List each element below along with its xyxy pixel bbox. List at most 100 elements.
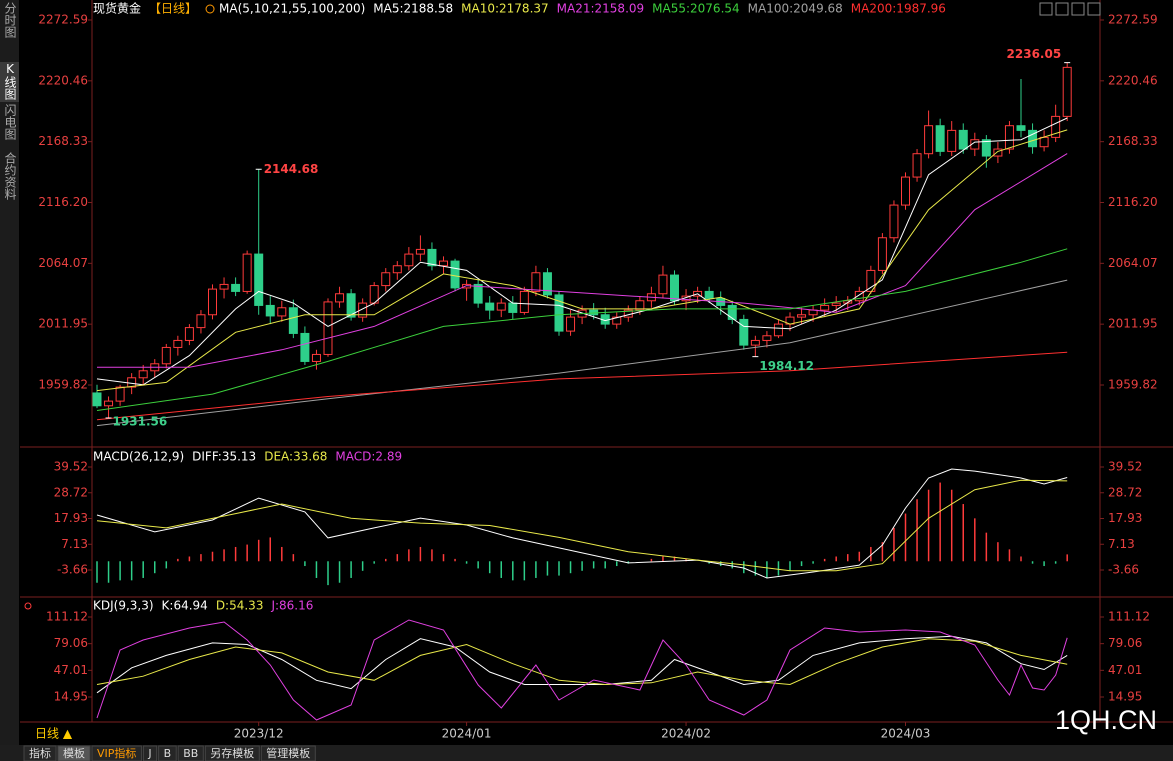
candle-body [508, 302, 518, 313]
candle-body [161, 346, 171, 365]
candle-body [265, 304, 275, 317]
legend-item: MA(5,10,21,55,100,200) [219, 2, 365, 16]
candle-body [854, 290, 864, 302]
candle-body [496, 302, 506, 311]
x-tick-label: 2023/12 [234, 727, 284, 741]
legend-item: KDJ(9,3,3) [93, 599, 154, 613]
candle-body [473, 283, 483, 304]
sidebar-active [0, 62, 19, 102]
legend-item: J:86.16 [270, 599, 313, 613]
legend-item: MACD:2.89 [335, 450, 402, 464]
tab[interactable] [57, 745, 91, 761]
candle-body [912, 153, 922, 178]
sidebar-tab[interactable]: 分时图 [3, 2, 17, 38]
tab[interactable] [91, 745, 142, 761]
icon[interactable] [1087, 2, 1101, 16]
tab-label[interactable]: 模板 [63, 746, 85, 760]
tab-label[interactable]: 管理模板 [266, 746, 310, 760]
candle-body [311, 353, 321, 362]
x-tick-label: 2024/01 [442, 727, 492, 741]
y-tick-label: 1959.82 [38, 377, 88, 391]
y-tick-label: 28.72 [1108, 485, 1142, 499]
sidebar-tab[interactable]: K线图 [3, 62, 17, 100]
legend-item: MA55:2076.54 [652, 2, 740, 16]
y-tick-label: 2272.59 [1108, 12, 1158, 26]
y-tick-label: 14.95 [1108, 690, 1142, 704]
candle-body [323, 301, 333, 355]
icon[interactable] [1055, 2, 1069, 16]
tab-label[interactable]: J [147, 747, 151, 760]
legend-item: 现货黄金 [93, 1, 141, 16]
candle-body [104, 400, 114, 407]
y-tick-label: 7.13 [61, 537, 88, 551]
candle-body [704, 290, 714, 299]
y-tick-label: 17.93 [1108, 511, 1142, 525]
y-tick-label: 7.13 [1108, 537, 1135, 551]
sidebar-tab[interactable]: 闪电图 [3, 104, 17, 140]
candle-body [415, 248, 425, 255]
tab-label[interactable]: BB [183, 747, 198, 760]
candle-body [531, 272, 541, 292]
candle-body [519, 290, 529, 313]
candle-body [739, 318, 749, 346]
sidebar [0, 0, 19, 745]
legend-item: DEA:33.68 [264, 450, 327, 464]
candle-body [242, 253, 252, 292]
candle-body [427, 248, 437, 267]
period-button[interactable]: 日线 ▲ [35, 727, 73, 741]
candle-body [797, 314, 807, 318]
y-tick-label: 2116.20 [38, 195, 88, 209]
candle-body [208, 288, 217, 316]
tab[interactable] [23, 745, 57, 761]
candle-body [219, 283, 229, 290]
indicator-line [96, 117, 1068, 386]
candle-body [450, 260, 460, 289]
candle-body [196, 314, 206, 329]
kdj-icon [24, 602, 32, 610]
indicator-line [96, 638, 1068, 686]
watermark: 1QH.CN [1055, 705, 1157, 735]
y-tick-label: 28.72 [54, 485, 88, 499]
candle-body [981, 139, 991, 157]
indicator-line [96, 279, 1068, 427]
y-tick-label: 79.06 [1108, 636, 1142, 650]
candle-body [750, 339, 760, 346]
candle-body [658, 274, 668, 295]
icon[interactable] [1039, 2, 1053, 16]
y-tick-label: 2220.46 [38, 73, 88, 87]
candle-body [635, 300, 645, 311]
y-tick-label: 2064.07 [1108, 256, 1158, 270]
extreme-label: 2236.05 [1007, 47, 1062, 61]
toolbar-icons [1039, 2, 1101, 16]
candle-body [762, 335, 772, 341]
candle-body [138, 370, 148, 379]
legend-item: MA21:2158.09 [557, 2, 645, 16]
y-tick-label: 111.12 [46, 609, 88, 623]
tab[interactable] [142, 745, 158, 761]
candle-body [727, 304, 737, 320]
candle-body [820, 304, 830, 311]
tab[interactable] [260, 745, 316, 761]
icon[interactable] [1071, 2, 1085, 16]
candle-body [901, 176, 910, 206]
candle-body [254, 253, 264, 306]
tab-label[interactable]: VIP指标 [97, 746, 136, 760]
y-tick-label: 47.01 [54, 663, 88, 677]
candle-body [889, 204, 899, 239]
tab-label[interactable]: 指标 [29, 746, 51, 760]
x-tick-label: 2024/03 [881, 727, 931, 741]
legend-icon [205, 4, 215, 14]
candle-body [404, 253, 414, 267]
candle-body [1028, 129, 1038, 148]
candle-body [173, 339, 183, 348]
tab[interactable] [158, 745, 177, 761]
extreme-label: 2144.68 [264, 162, 319, 176]
tab[interactable] [204, 745, 260, 761]
tab-label[interactable]: 另存模板 [210, 746, 254, 760]
legend-item: D:54.33 [216, 599, 264, 613]
sidebar-tab[interactable]: 合约资料 [3, 151, 17, 200]
tab[interactable] [177, 745, 204, 761]
tab-label[interactable]: B [164, 747, 172, 760]
candle-body [554, 294, 564, 332]
